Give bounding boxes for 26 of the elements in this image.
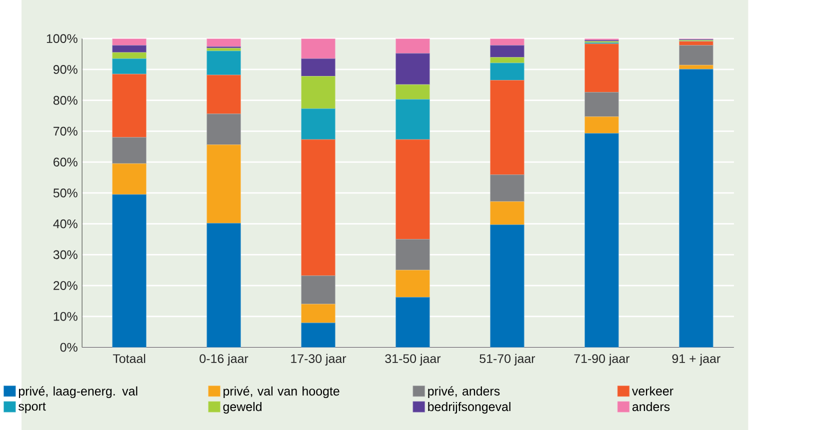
legend-label: anders [632, 402, 670, 412]
legend-label: verkeer [632, 386, 674, 396]
y-tick-label: 50% [53, 188, 78, 198]
y-tick-label: 0% [60, 342, 78, 352]
y-tick-label: 10% [54, 312, 78, 321]
x-tick-label: Totaal [112, 354, 146, 363]
y-tick-label: 30% [53, 250, 78, 260]
x-tick-label: 91 + jaar [672, 354, 720, 366]
legend-label: geweld [223, 402, 262, 414]
x-tick-label: 0-16 jaar [200, 354, 248, 366]
y-tick-label: 80% [53, 96, 78, 105]
x-tick-label: 51-70 jaar [480, 354, 536, 366]
legend-label: bedrijfsongeval [428, 402, 510, 414]
y-tick-label: 40% [53, 219, 78, 228]
x-tick-label: 71-90 jaar [574, 354, 630, 366]
y-tick-label: 90% [53, 64, 78, 74]
x-tick-label: 17-30 jaar [291, 354, 346, 366]
y-tick-label: 100% [46, 34, 78, 43]
x-tick-label: 31-50 jaar [385, 354, 441, 366]
y-tick-label: 70% [54, 126, 78, 136]
y-tick-label: 60% [54, 158, 78, 166]
legend-label: privé, laag-energ. val [18, 386, 138, 398]
legend-label: privé, val van hoogte [224, 386, 340, 398]
legend-label: sport [18, 402, 46, 414]
y-tick-label: 20% [54, 281, 78, 290]
legend-label: privé, anders [428, 386, 500, 398]
